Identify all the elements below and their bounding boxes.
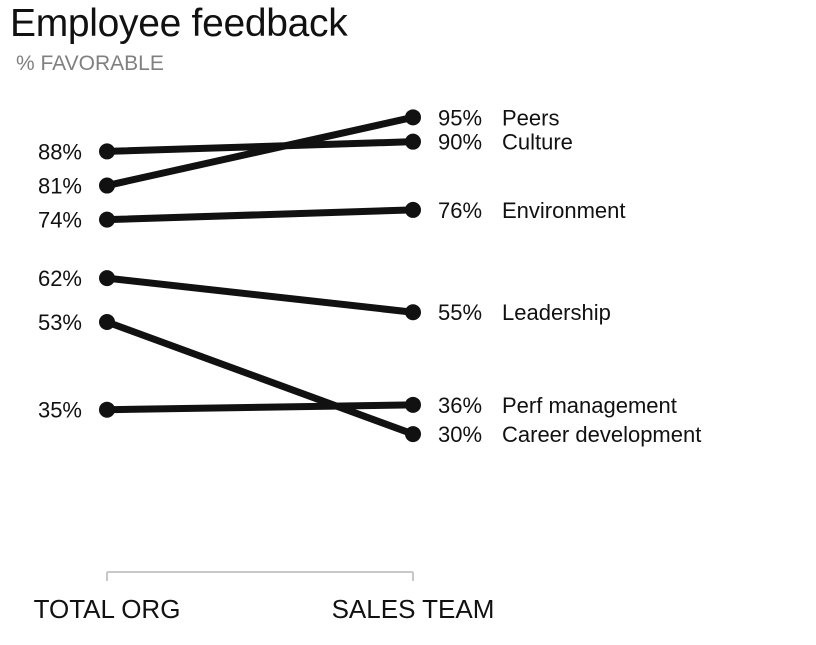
- series-label: Perf management: [502, 393, 677, 418]
- chart-subtitle: % FAVORABLE: [16, 52, 164, 75]
- point-left: [99, 143, 115, 160]
- point-right: [405, 133, 421, 150]
- chart-title: Employee feedback: [10, 2, 348, 45]
- point-right: [405, 396, 421, 413]
- x-tick-label: SALES TEAM: [332, 594, 495, 624]
- point-right: [405, 109, 421, 126]
- point-right: [405, 426, 421, 443]
- right-data-label: 36%: [438, 393, 482, 418]
- series-line: [103, 401, 417, 414]
- series-label: Environment: [502, 198, 626, 223]
- point-left: [99, 270, 115, 287]
- left-data-label: 88%: [38, 139, 82, 164]
- right-data-label: 30%: [438, 422, 482, 447]
- point-left: [99, 177, 115, 194]
- point-left: [99, 401, 115, 418]
- right-data-label: 90%: [438, 130, 482, 155]
- left-data-label: 74%: [38, 208, 82, 233]
- series-label: Leadership: [502, 300, 611, 325]
- point-left: [99, 211, 115, 228]
- point-left: [99, 313, 115, 330]
- series-label: Peers: [502, 105, 559, 130]
- right-data-label: 55%: [438, 300, 482, 325]
- series-line: [103, 113, 417, 190]
- left-data-label: 53%: [38, 310, 82, 335]
- series-line: [103, 138, 417, 155]
- series-line: [103, 206, 417, 224]
- x-tick-label: TOTAL ORG: [34, 594, 181, 624]
- right-data-label: 76%: [438, 198, 482, 223]
- left-data-label: 62%: [38, 266, 82, 291]
- left-data-label: 35%: [38, 398, 82, 423]
- series-line: [103, 318, 417, 438]
- right-data-label: 95%: [438, 105, 482, 130]
- point-right: [405, 304, 421, 321]
- point-right: [405, 201, 421, 218]
- series-label: Career development: [502, 422, 701, 447]
- series-label: Culture: [502, 130, 573, 155]
- series-line: [103, 274, 417, 316]
- left-data-label: 81%: [38, 174, 82, 199]
